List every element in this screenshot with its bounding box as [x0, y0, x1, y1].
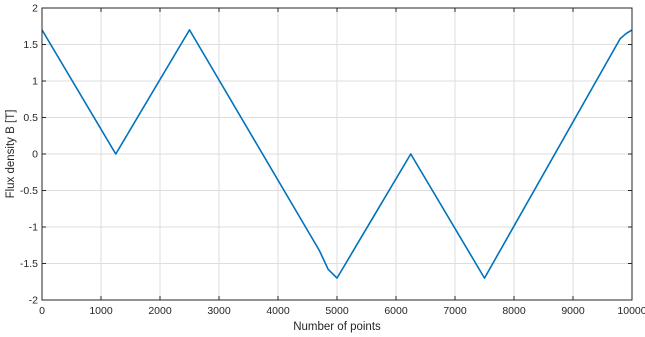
y-tick-label: 1	[32, 76, 38, 88]
y-tick-label: -0.5	[20, 185, 38, 197]
axes-frame	[41, 7, 633, 301]
x-tick-label: 3000	[207, 305, 231, 317]
y-tick-label: 0	[32, 149, 38, 161]
y-axis-label: Flux density B [T]	[5, 110, 17, 199]
series-line	[41, 29, 633, 279]
y-tick-label: -2	[29, 295, 38, 307]
y-tick-label: -1	[29, 222, 38, 234]
x-tick-label: 5000	[325, 305, 349, 317]
x-tick-label: 10000	[617, 305, 645, 317]
y-tick-label: 1.5	[23, 39, 38, 51]
y-tick-labels: 2 1.5 1 0.5 0 -0.5 -1 -1.5 -2	[20, 3, 38, 307]
x-tick-label: 6000	[384, 305, 408, 317]
x-tick-label: 2000	[148, 305, 172, 317]
y-tick-label: -1.5	[20, 258, 38, 270]
x-tick-label: 7000	[443, 305, 467, 317]
series-layer	[41, 29, 633, 279]
x-tick-label: 4000	[266, 305, 290, 317]
y-tick-label: 2	[32, 3, 38, 15]
x-axis-label: Number of points	[293, 321, 381, 333]
x-tick-label: 9000	[561, 305, 585, 317]
x-tick-label: 0	[39, 305, 45, 317]
y-tick-label: 0.5	[23, 112, 38, 124]
x-tick-label: 8000	[502, 305, 526, 317]
x-tick-labels: 0 1000 2000 3000 4000 5000 6000 7000 8000 9000 100…	[39, 305, 645, 317]
x-tick-label: 1000	[89, 305, 113, 317]
